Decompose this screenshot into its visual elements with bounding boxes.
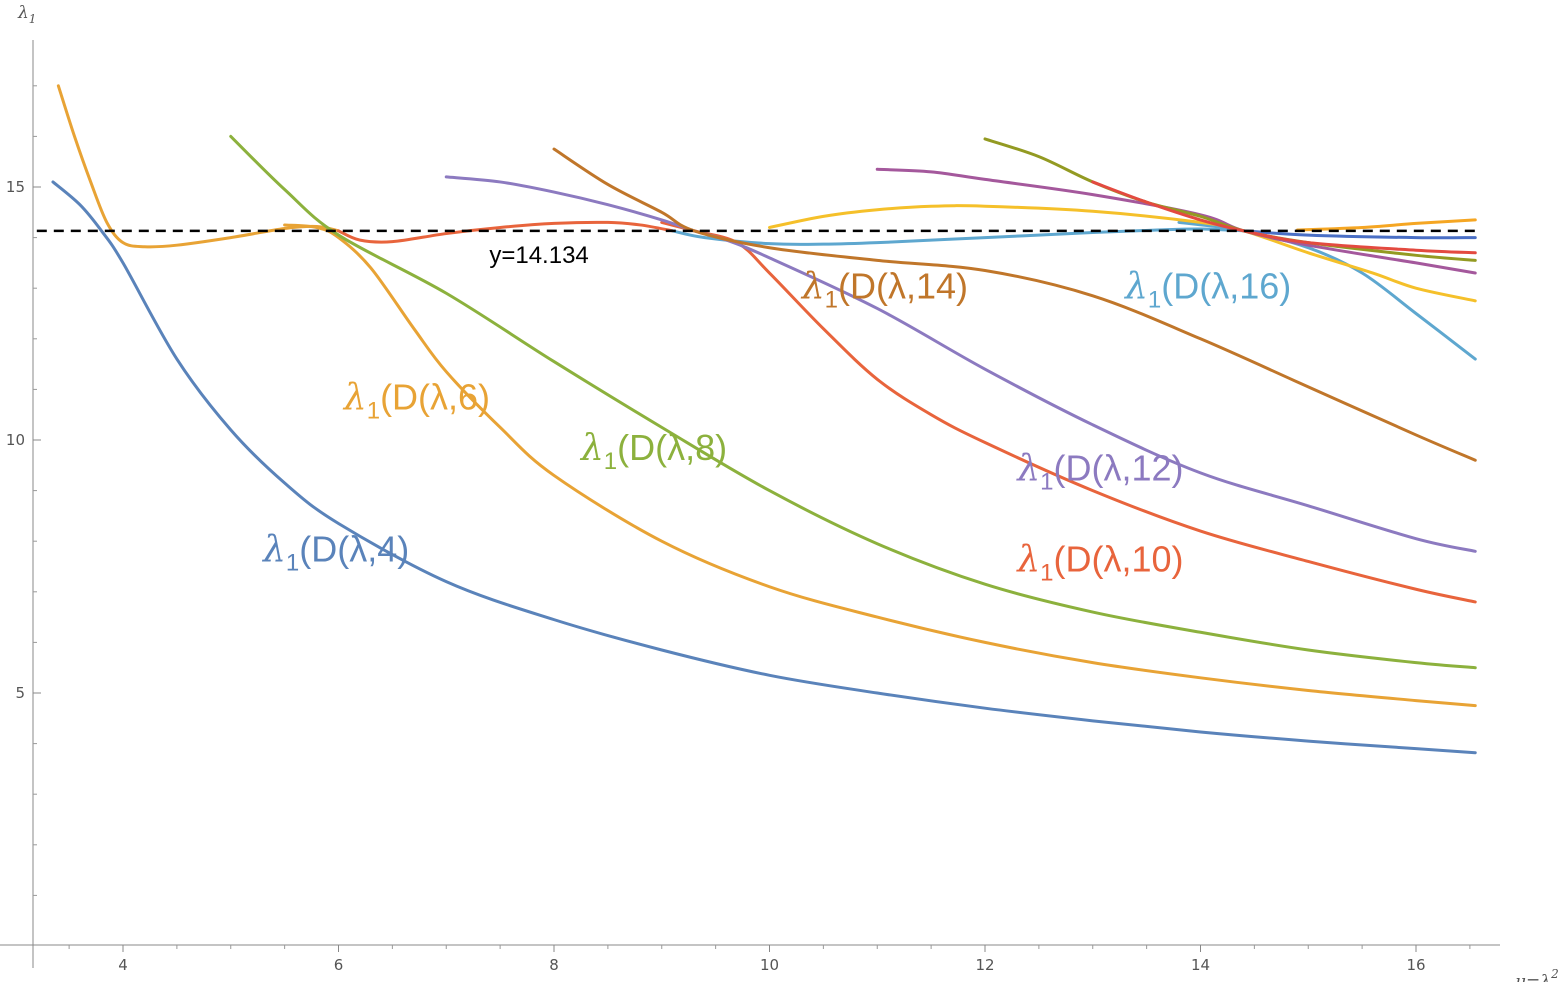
- y-axis-label: λ1: [17, 3, 36, 26]
- series-line-curve-14: [552, 147, 1477, 462]
- series-line-curve-8: [229, 134, 1477, 670]
- x-tick-label: 16: [1406, 956, 1425, 974]
- reference-line-label: y=14.134: [489, 242, 588, 269]
- series-line-curve-12: [444, 175, 1477, 553]
- y-tick-label: 15: [6, 178, 25, 196]
- y-tick-label: 5: [15, 684, 25, 702]
- series-line-red-short-curve: [1091, 180, 1477, 255]
- series-line-olive-curve: [983, 137, 1477, 262]
- x-tick-label: 4: [118, 956, 128, 974]
- x-tick-label: 6: [334, 956, 344, 974]
- series-line-orange-tail-curve: [1295, 218, 1477, 232]
- curve-label-curve-10: λ1(D(λ,10): [1015, 539, 1183, 587]
- curve-labels: λ1(D(λ,4) λ1(D(λ,6) λ1(D(λ,8) λ1(D(λ,10) λ1(…: [261, 265, 1291, 586]
- series-line-yellow-curve: [768, 204, 1477, 303]
- curve-label-curve-8: λ1(D(λ,8): [579, 427, 727, 475]
- curve-label-curve-12: λ1(D(λ,12): [1015, 447, 1183, 495]
- curve-label-curve-4: λ1(D(λ,4): [261, 528, 409, 576]
- curve-label-curve-16: λ1(D(λ,16): [1123, 265, 1291, 313]
- series-line-oscillating-low-segment-3: [1242, 229, 1477, 240]
- series-line-oscillating-low-segment-1: [337, 220, 675, 244]
- series-line-magenta-curve: [875, 167, 1477, 275]
- x-tick-label: 12: [975, 956, 994, 974]
- series-line-curve-4: [51, 180, 1477, 755]
- x-tick-label: 8: [549, 956, 559, 974]
- x-tick-label: 14: [1191, 956, 1210, 974]
- curves: [51, 84, 1477, 755]
- series-line-curve-6: [283, 223, 1477, 708]
- series-line-oscillating-low-segment-0: [56, 84, 340, 249]
- curve-label-curve-6: λ1(D(λ,6): [342, 377, 490, 425]
- x-axis-label: μ=λ2: [1515, 967, 1559, 982]
- curve-label-curve-14: λ1(D(λ,14): [800, 265, 968, 313]
- axes: 4 6 8 10 12 14 16 5 10 15 μ=λ2 λ1: [0, 3, 1559, 982]
- y-tick-label: 10: [6, 431, 25, 449]
- x-tick-label: 10: [760, 956, 779, 974]
- reference-line-group: y=14.134: [36, 229, 1481, 269]
